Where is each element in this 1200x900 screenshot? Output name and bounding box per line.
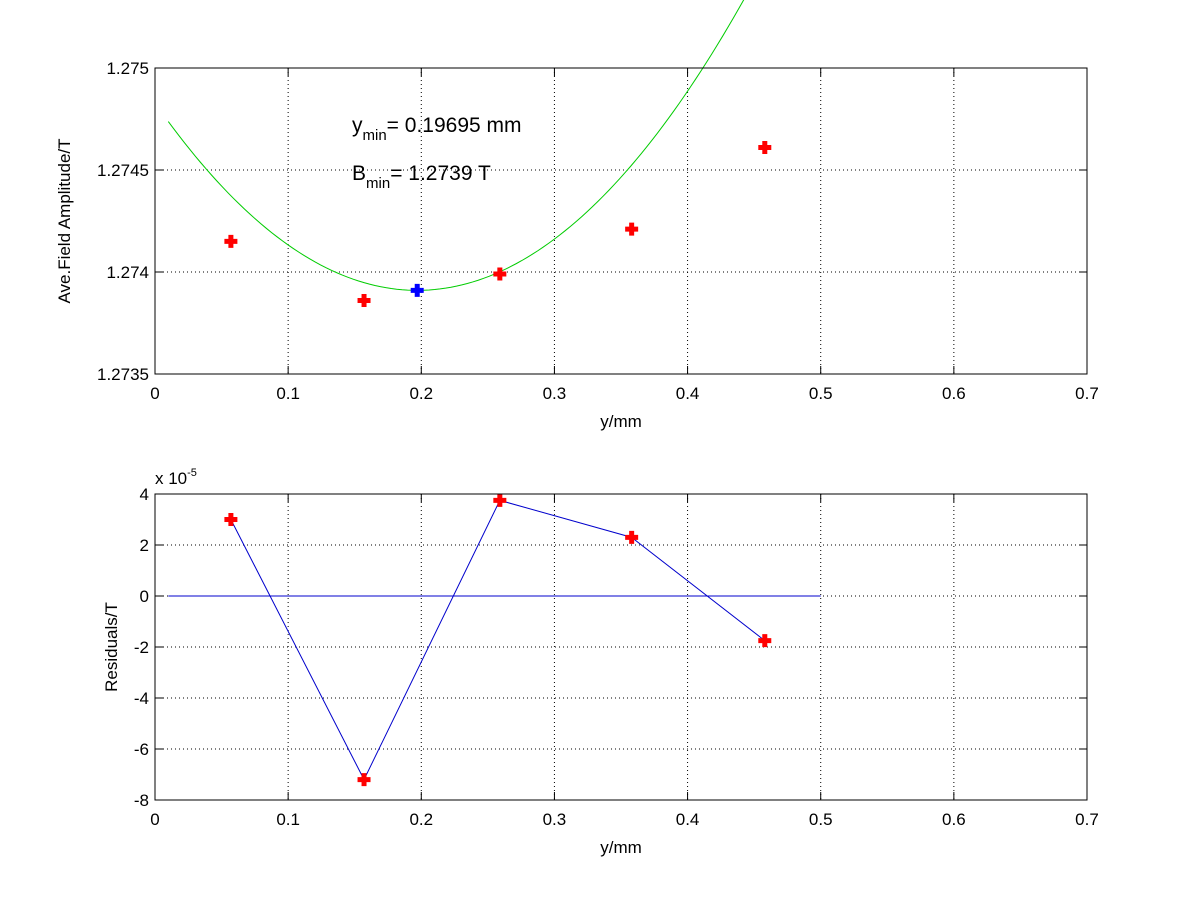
field-amplitude-plot: 0 0.1 0.2 0.3 0.4 0.5 0.6 0.7 1.2735 1.274 1.2745 1… xyxy=(55,0,1099,431)
plot1-background xyxy=(155,68,1087,374)
plot1-y-tick-label: 1.2735 xyxy=(97,365,149,384)
plot1-x-tick-label: 0.7 xyxy=(1075,384,1099,403)
plot2-x-tick-label: 0.4 xyxy=(676,810,700,829)
plot1-x-tick-label: 0 xyxy=(150,384,159,403)
plot2-x-tick-label: 0.7 xyxy=(1075,810,1099,829)
data-point-marker xyxy=(758,141,772,155)
data-point-marker xyxy=(224,234,238,248)
plot2-x-tick-label: 0.5 xyxy=(809,810,833,829)
plot1-ticks: 0 0.1 0.2 0.3 0.4 0.5 0.6 0.7 1.2735 1.274 1.2745 1… xyxy=(97,59,1099,403)
plot1-y-axis-label: Ave.Field Amplitude/T xyxy=(55,138,74,303)
bmin-annotation-value: = 1.2739 T xyxy=(390,162,491,185)
ymin-annotation-main: y xyxy=(352,114,363,137)
plot1-x-tick-label: 0.1 xyxy=(276,384,300,403)
plot1-x-tick-label: 0.4 xyxy=(676,384,700,403)
residual-point-marker xyxy=(625,530,639,544)
plot1-x-tick-label: 0.3 xyxy=(543,384,567,403)
plot1-frame xyxy=(154,67,1088,375)
residual-points-layer xyxy=(224,493,772,787)
data-points-layer xyxy=(224,141,772,308)
residual-point-marker xyxy=(493,493,507,507)
plot2-x-axis-label: y/mm xyxy=(600,838,642,857)
bmin-annotation: Bmin= 1.2739 T xyxy=(352,162,491,192)
plot2-y-tick-label: 2 xyxy=(140,536,149,555)
plot1-x-tick-label: 0.5 xyxy=(809,384,833,403)
plot2-y-axis-label: Residuals/T xyxy=(102,602,121,692)
plot1-y-tick-label: 1.274 xyxy=(106,263,149,282)
plot2-y-tick-label: -4 xyxy=(134,689,149,708)
residual-point-marker xyxy=(758,634,772,648)
residual-point-marker xyxy=(224,513,238,526)
plot2-y-tick-label: -2 xyxy=(134,638,149,657)
residual-point-marker xyxy=(357,773,371,787)
data-point-marker xyxy=(493,267,507,281)
bmin-annotation-sub: min xyxy=(366,175,390,192)
plot2-x-tick-label: 0.3 xyxy=(543,810,567,829)
plot2-y-tick-label: 4 xyxy=(140,485,149,504)
residual-multiplier: x 10-5 xyxy=(155,467,197,488)
bmin-annotation-main: B xyxy=(352,162,366,185)
ymin-annotation-value: = 0.19695 mm xyxy=(387,114,522,137)
data-point-marker xyxy=(357,294,371,308)
plot1-y-tick-label: 1.2745 xyxy=(97,161,149,180)
residuals-plot: 0 0.1 0.2 0.3 0.4 0.5 0.6 0.7 -8 -6 -4 -2 0 2 4 x 10-5… xyxy=(102,467,1099,857)
residual-multiplier-base: x 10 xyxy=(155,469,187,488)
plot2-x-tick-label: 0.1 xyxy=(276,810,300,829)
plot2-ticks: 0 0.1 0.2 0.3 0.4 0.5 0.6 0.7 -8 -6 -4 -2 0 2 4 xyxy=(134,485,1099,829)
plot2-y-tick-label: -6 xyxy=(134,740,149,759)
ymin-annotation: ymin= 0.19695 mm xyxy=(352,114,522,144)
data-point-marker xyxy=(625,222,639,236)
plot2-grid xyxy=(155,494,1087,800)
minimum-point-marker xyxy=(410,283,424,297)
plot2-x-tick-label: 0.2 xyxy=(409,810,433,829)
plot2-x-tick-label: 0.6 xyxy=(942,810,966,829)
plot1-x-tick-label: 0.6 xyxy=(942,384,966,403)
plot2-x-tick-label: 0 xyxy=(150,810,159,829)
residual-multiplier-exponent: -5 xyxy=(187,467,197,479)
plot1-x-axis-label: y/mm xyxy=(600,412,642,431)
plot1-grid xyxy=(155,68,1087,374)
plot2-y-tick-label: -8 xyxy=(134,791,149,810)
plot1-x-tick-label: 0.2 xyxy=(409,384,433,403)
plot2-y-tick-label: 0 xyxy=(140,587,149,606)
ymin-annotation-sub: min xyxy=(363,127,387,144)
plot1-y-tick-label: 1.275 xyxy=(106,59,149,78)
